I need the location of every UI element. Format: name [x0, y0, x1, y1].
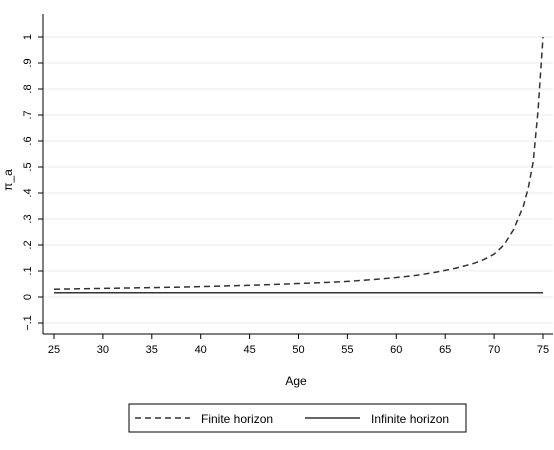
legend: Finite horizon Infinite horizon — [128, 403, 467, 433]
y-tick-label: .7 — [22, 110, 34, 119]
finite-horizon-line — [53, 36, 544, 290]
x-tick-label: 75 — [537, 344, 549, 356]
x-tick-label: 25 — [48, 344, 60, 356]
x-tick-label: 50 — [292, 344, 304, 356]
y-tick-label: .1 — [22, 266, 34, 275]
y-tick-label: .8 — [22, 84, 34, 93]
grid-lines — [43, 36, 553, 324]
y-tick-label: .5 — [22, 162, 34, 171]
y-tick-label: .6 — [22, 136, 34, 145]
series-lines — [53, 36, 544, 294]
x-axis-title: Age — [285, 374, 307, 388]
legend-label-finite: Finite horizon — [201, 412, 273, 426]
x-tick-label: 30 — [97, 344, 109, 356]
x-tick-label: 65 — [439, 344, 451, 356]
y-tick-label: .9 — [22, 58, 34, 67]
x-tick-label: 55 — [341, 344, 353, 356]
y-tick-label: 0 — [22, 294, 34, 300]
y-tick-label: −.1 — [22, 315, 34, 331]
x-tick-label: 45 — [243, 344, 255, 356]
y-tick-label: .4 — [22, 188, 34, 197]
y-tick-label: .3 — [22, 214, 34, 223]
x-axis: 25 30 35 40 45 50 55 60 65 70 75 — [43, 333, 553, 356]
x-tick-label: 40 — [195, 344, 207, 356]
x-tick-label: 60 — [390, 344, 402, 356]
x-tick-label: 35 — [146, 344, 158, 356]
y-tick-label: .2 — [22, 240, 34, 249]
y-axis: −.1 0 .1 .2 .3 .4 .5 .6 .7 .8 .9 1 — [22, 14, 44, 334]
y-axis-title: π_a — [1, 169, 15, 191]
legend-label-infinite: Infinite horizon — [371, 412, 449, 426]
y-tick-label: 1 — [22, 34, 34, 40]
x-tick-label: 70 — [488, 344, 500, 356]
